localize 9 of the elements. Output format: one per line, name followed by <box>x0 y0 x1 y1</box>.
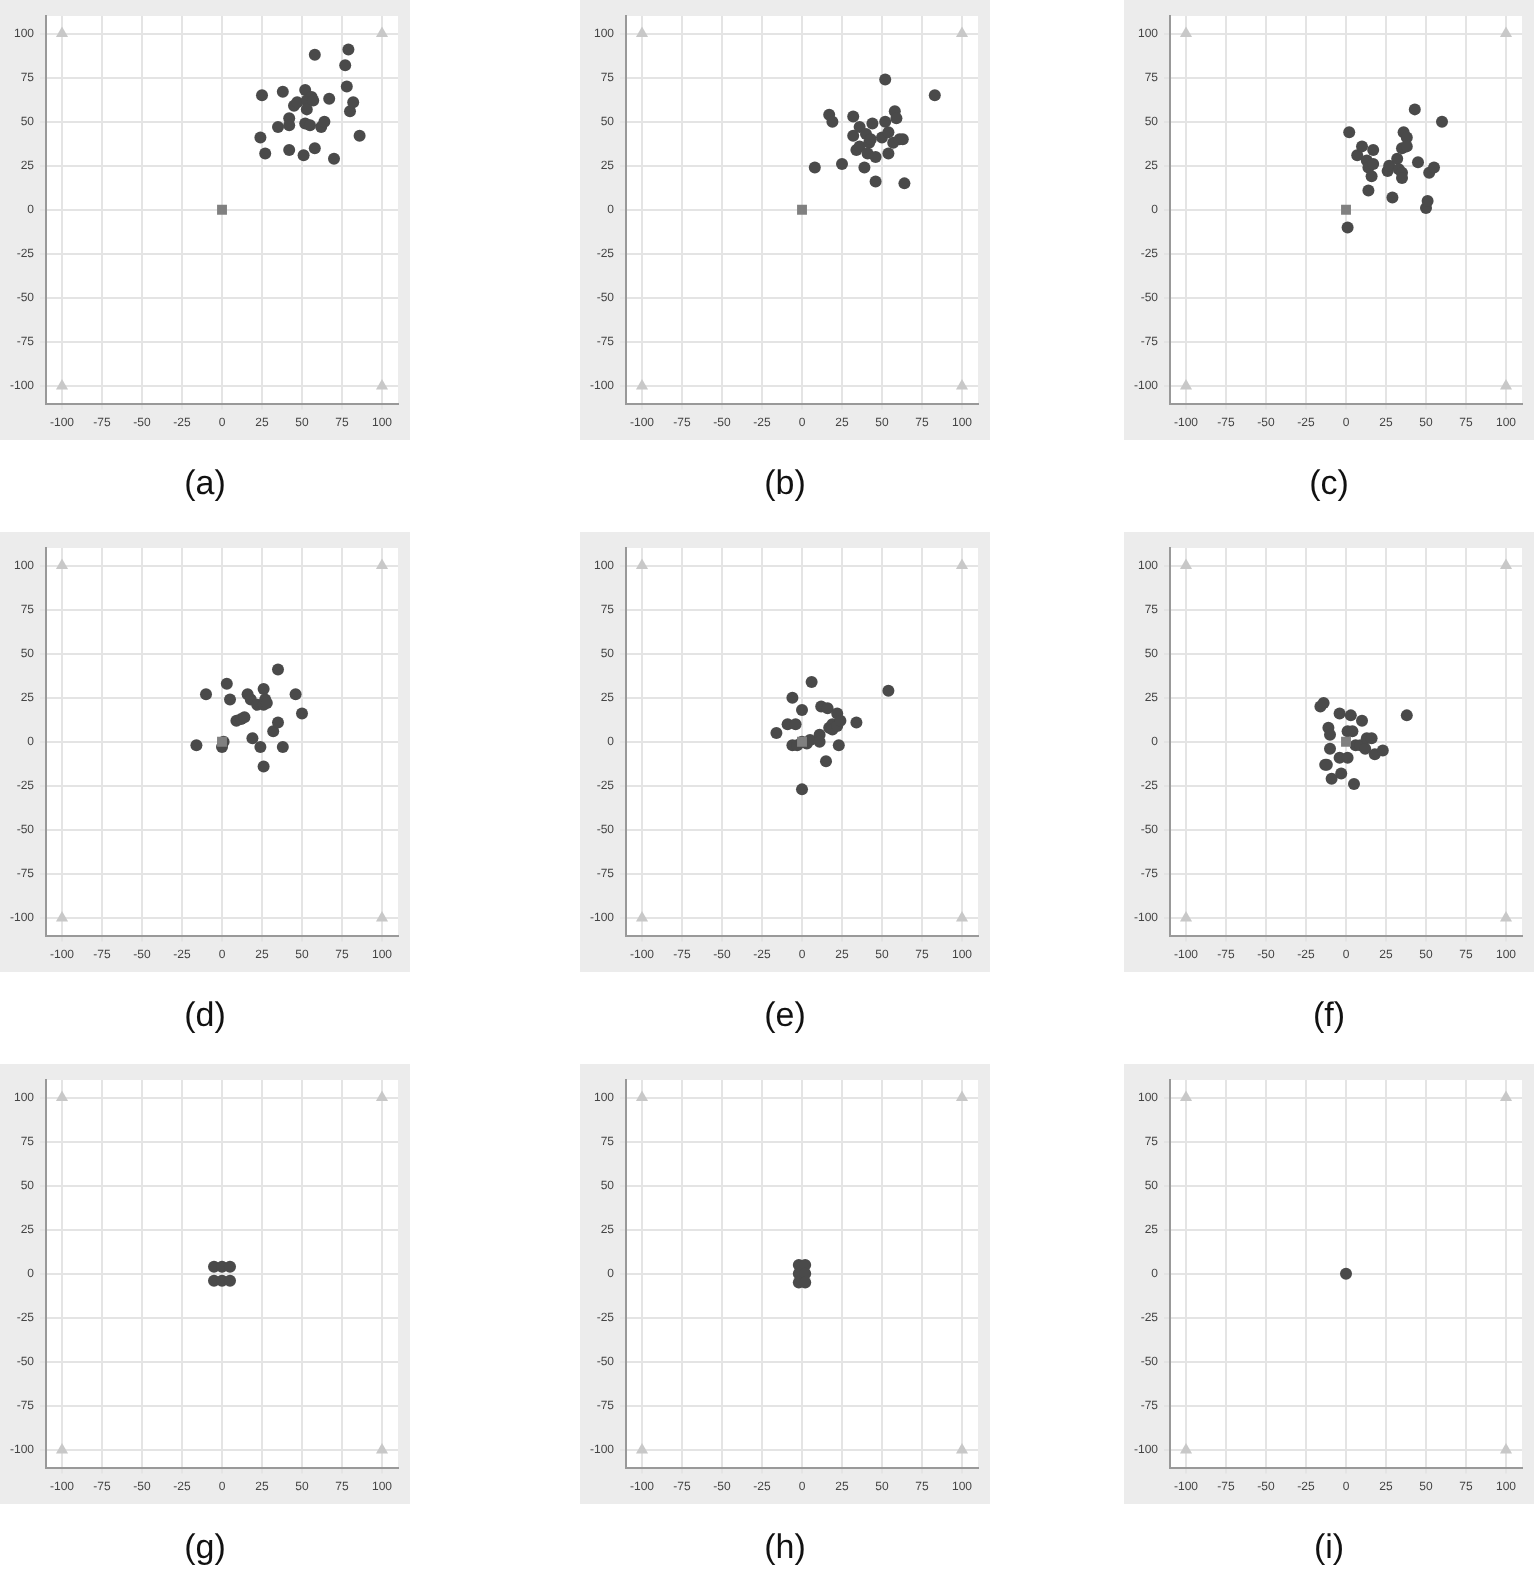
text: (f) <box>1310 996 1348 1036</box>
text: (a) <box>182 464 228 504</box>
text: (g) <box>182 1528 228 1568</box>
text: (e) <box>762 996 808 1036</box>
text: (b) <box>762 464 808 504</box>
text: (d) <box>182 996 228 1036</box>
text: (i) <box>1311 1528 1347 1568</box>
text: (h) <box>762 1528 808 1568</box>
text: (c) <box>1307 464 1351 504</box>
